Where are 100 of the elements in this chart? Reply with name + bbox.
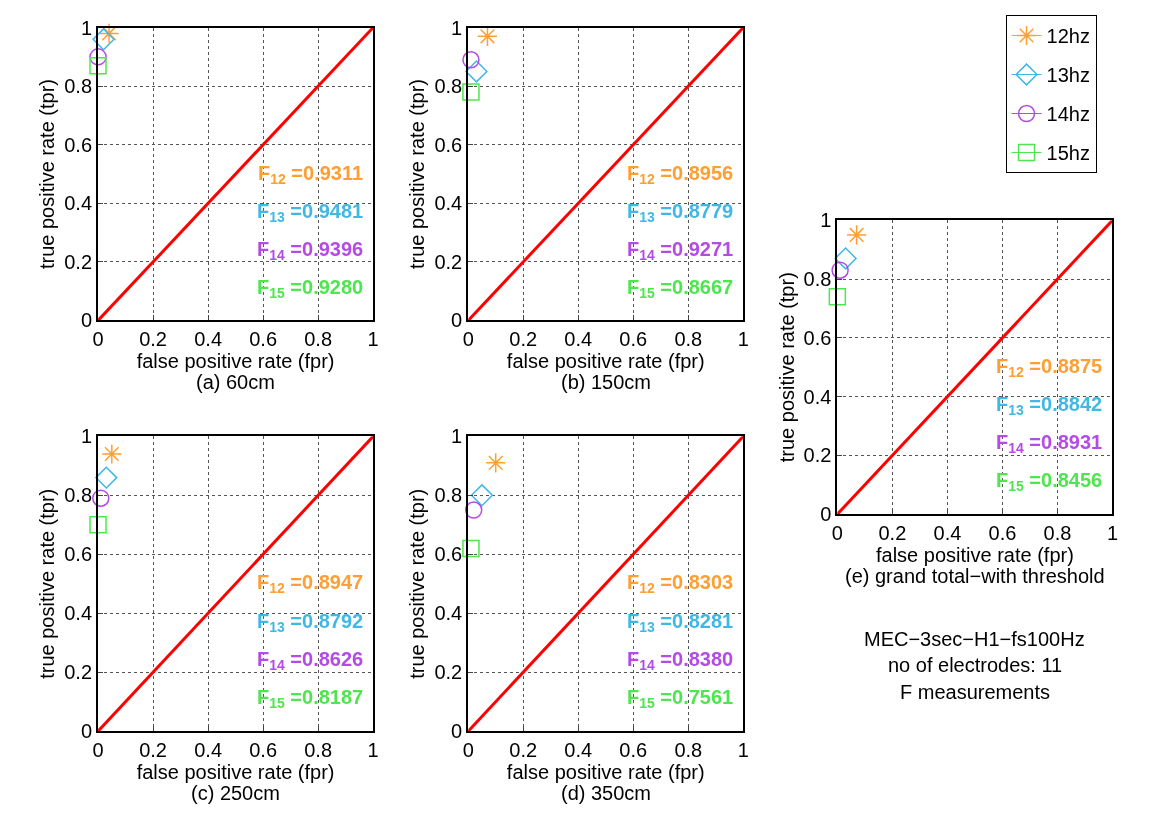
x-axis-title: false positive rate (fpr) (136, 350, 335, 373)
legend-label: 13hz (1046, 64, 1090, 87)
annotation: F$_{14}$ =0.8931 (996, 431, 1103, 457)
text: (e) grand total−with threshold (845, 565, 1105, 587)
x-tick-label: 0.2 (509, 739, 538, 762)
y-tick-label: 0.2 (803, 444, 832, 467)
y-tick-label: 0.8 (434, 484, 463, 507)
annotation: F$_{13}$ =0.8792 (257, 610, 364, 636)
legend-label: 14hz (1046, 103, 1090, 126)
y-tick-label: 0 (451, 309, 463, 332)
legend-label: 12hz (1046, 25, 1090, 48)
y-tick-label: 0.4 (434, 602, 463, 625)
point (831, 261, 849, 279)
y-tick-label: 0.2 (434, 250, 463, 273)
annotation: F$_{15}$ =0.9280 (257, 276, 364, 302)
y-tick-label: 1 (451, 16, 463, 39)
annotation: F$_{14}$ =0.8380 (627, 648, 734, 674)
text: F measurements (900, 681, 1051, 703)
point (92, 489, 110, 507)
x-tick-label: 0.8 (1043, 522, 1072, 545)
x-tick-label: 0.8 (674, 328, 703, 351)
y-axis-title: true positive rate (tpr) (36, 78, 59, 270)
point (477, 25, 498, 47)
y-tick-label: 0.6 (434, 543, 463, 566)
x-tick-label: 0.8 (304, 328, 333, 351)
y-tick-label: 0.2 (64, 250, 93, 273)
y-tick-label: 0.4 (64, 192, 93, 215)
y-tick-label: 0.8 (803, 268, 832, 291)
annotation: F$_{14}$ =0.9396 (257, 238, 364, 264)
y-tick-label: 0.8 (64, 75, 93, 98)
y-tick-label: 1 (80, 425, 93, 448)
point (485, 452, 507, 474)
text: (b) 150cm (561, 371, 652, 393)
annotation: F$_{13}$ =0.9481 (257, 200, 364, 226)
x-tick-label: 0.6 (619, 328, 648, 351)
x-tick-label: 1 (367, 739, 379, 762)
y-tick-label: 0.4 (64, 602, 93, 625)
text: MEC−3sec−H1−fs100Hz (864, 628, 1085, 650)
y-axis-title: true positive rate (tpr) (406, 488, 429, 679)
y-tick-label: 0.8 (64, 484, 93, 507)
y-axis-title: true positive rate (tpr) (36, 488, 59, 679)
x-tick-label: 0.6 (249, 739, 278, 762)
x-tick-label: 0.4 (933, 522, 962, 545)
annotation: F$_{14}$ =0.9271 (627, 238, 734, 264)
x-tick-label: 0.4 (564, 328, 593, 351)
y-tick-label: 0 (80, 309, 93, 332)
x-axis-title: false positive rate (fpr) (506, 761, 705, 784)
y-tick-label: 0.2 (64, 661, 93, 684)
y-tick-label: 0.6 (64, 543, 93, 566)
x-tick-label: 0.4 (194, 328, 223, 351)
annotation: F$_{15}$ =0.8456 (996, 469, 1103, 495)
annotation: F$_{12}$ =0.8947 (257, 571, 364, 597)
annotation: F$_{12}$ =0.8875 (996, 355, 1103, 381)
y-tick-label: 1 (820, 209, 832, 232)
point (89, 48, 107, 66)
annotation: F$_{13}$ =0.8281 (627, 610, 734, 636)
x-tick-label: 0.2 (139, 739, 167, 762)
point (462, 51, 480, 69)
y-tick-label: 1 (451, 425, 463, 448)
y-tick-label: 0.6 (434, 133, 463, 156)
text: (a) 60cm (196, 371, 275, 393)
point (462, 539, 480, 558)
x-tick-label: 0.8 (674, 739, 703, 762)
annotation: F$_{14}$ =0.8626 (257, 648, 364, 674)
y-tick-label: 0.4 (803, 385, 832, 408)
point (101, 443, 123, 465)
annotation: F$_{12}$ =0.8956 (627, 162, 734, 188)
annotation: F$_{12}$ =0.9311 (258, 162, 364, 188)
y-tick-label: 0.2 (434, 661, 463, 684)
x-tick-label: 0.6 (619, 739, 648, 762)
annotation: F$_{12}$ =0.8303 (627, 571, 734, 597)
y-tick-label: 0 (80, 720, 93, 743)
x-axis-title: false positive rate (fpr) (875, 544, 1074, 567)
annotation: F$_{15}$ =0.8187 (257, 686, 364, 712)
x-tick-label: 0.4 (194, 739, 223, 762)
x-tick-label: 1 (1106, 522, 1119, 545)
x-tick-label: 1 (737, 739, 749, 762)
x-tick-label: 1 (367, 328, 379, 351)
text: (d) 350cm (561, 782, 652, 804)
x-tick-label: 0.6 (249, 328, 278, 351)
y-tick-label: 0 (451, 720, 463, 743)
point (828, 287, 847, 306)
y-tick-label: 0.8 (434, 75, 463, 98)
point (462, 83, 480, 101)
point (95, 466, 118, 489)
annotation: F$_{13}$ =0.8779 (627, 200, 734, 226)
point (89, 56, 107, 75)
x-tick-label: 0.4 (564, 739, 593, 762)
point (98, 23, 120, 44)
y-tick-label: 0.4 (434, 192, 463, 215)
text: (c) 250cm (191, 782, 280, 804)
y-axis-title: true positive rate (tpr) (406, 78, 429, 270)
point (465, 60, 488, 83)
annotation: F$_{13}$ =0.8842 (996, 393, 1103, 419)
x-axis-title: false positive rate (fpr) (506, 350, 705, 373)
point (464, 501, 483, 519)
x-tick-label: 0.2 (139, 328, 167, 351)
annotation: F$_{15}$ =0.7561 (627, 686, 734, 712)
y-tick-label: 1 (80, 16, 93, 39)
y-tick-label: 0 (820, 503, 832, 526)
